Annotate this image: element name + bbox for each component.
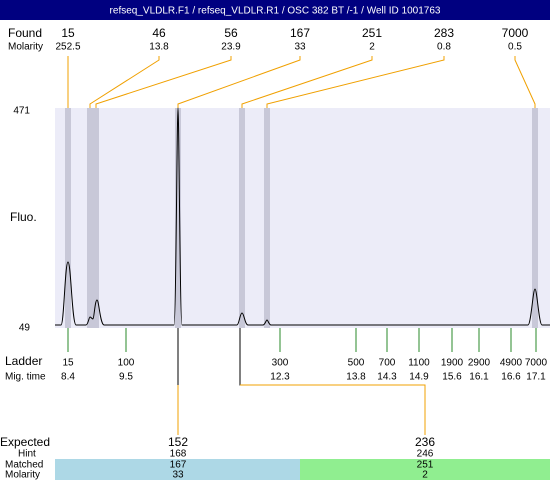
- hint-size: 168: [170, 449, 187, 460]
- hint-size: 246: [417, 449, 434, 460]
- peak-band: [65, 108, 71, 328]
- found-molarity: 0.8: [437, 42, 451, 53]
- found-molarity: 2: [369, 42, 375, 53]
- match-line: [239, 328, 426, 435]
- found-size: 7000: [502, 26, 529, 40]
- ladder-size: 500: [348, 358, 365, 369]
- matched-label: Matched: [5, 460, 43, 471]
- ladder-time: 14.9: [409, 372, 429, 383]
- peak-link: [95, 56, 232, 108]
- peak-band: [87, 108, 93, 328]
- matched-molarity: 33: [172, 470, 184, 480]
- ladder-size: 4900: [500, 358, 523, 369]
- found-size: 56: [224, 26, 238, 40]
- peak-band: [239, 108, 245, 328]
- found-size: 46: [152, 26, 166, 40]
- ladder-time: 17.1: [526, 372, 546, 383]
- matched-molarity: 2: [422, 470, 428, 480]
- peak-link: [514, 56, 536, 108]
- ladder-label: Ladder: [5, 354, 42, 368]
- fluo-label: Fluo.: [10, 210, 37, 224]
- matched-band: [55, 459, 300, 480]
- peak-link: [241, 56, 373, 108]
- matched-band: [300, 459, 550, 480]
- found-molarity: 252.5: [55, 42, 80, 53]
- found-size: 283: [434, 26, 454, 40]
- found-label: Found: [8, 26, 42, 40]
- peak-band: [175, 108, 181, 328]
- ladder-time: 13.8: [346, 372, 366, 383]
- matched-size: 251: [417, 460, 434, 471]
- migtime-label: Mig. time: [5, 372, 46, 383]
- peak-link: [177, 56, 301, 108]
- ladder-size: 1900: [441, 358, 464, 369]
- expected-size: 152: [168, 435, 188, 449]
- peak-band: [93, 108, 99, 328]
- molarity-label: Molarity: [8, 42, 43, 53]
- fluo-top: 471: [13, 106, 30, 117]
- peak-band: [264, 108, 270, 328]
- ladder-time: 12.3: [270, 372, 290, 383]
- ladder-size: 700: [379, 358, 396, 369]
- title: refseq_VLDLR.F1 / refseq_VLDLR.R1 / OSC …: [110, 6, 441, 17]
- found-size: 251: [362, 26, 382, 40]
- title-bar: [0, 0, 550, 20]
- ladder-time: 14.3: [377, 372, 397, 383]
- found-molarity: 23.9: [221, 42, 241, 53]
- expected-size: 236: [415, 435, 435, 449]
- ladder-size: 300: [272, 358, 289, 369]
- found-molarity: 0.5: [508, 42, 522, 53]
- match-line: [240, 384, 426, 435]
- peak-link: [89, 56, 160, 108]
- ladder-size: 7000: [525, 358, 548, 369]
- expected-label: Expected: [0, 435, 50, 449]
- ladder-size: 15: [62, 358, 74, 369]
- found-size: 15: [61, 26, 75, 40]
- ladder-size: 1100: [408, 358, 430, 369]
- matched-size: 167: [170, 460, 187, 471]
- plot-area: [55, 108, 550, 328]
- trace: [55, 107, 550, 326]
- ladder-time: 8.4: [61, 372, 75, 383]
- peak-link: [266, 56, 445, 108]
- ladder-time: 15.6: [442, 372, 462, 383]
- peak-band: [532, 108, 538, 328]
- ladder-size: 2900: [468, 358, 491, 369]
- ladder-time: 9.5: [119, 372, 133, 383]
- fluo-bottom: 49: [19, 323, 31, 334]
- found-size: 167: [290, 26, 310, 40]
- ladder-size: 100: [118, 358, 135, 369]
- found-molarity: 33: [294, 42, 306, 53]
- hint-label: Hint: [18, 449, 36, 460]
- molarity-label: Molarity: [5, 470, 40, 480]
- ladder-time: 16.6: [501, 372, 521, 383]
- found-molarity: 13.8: [149, 42, 169, 53]
- ladder-time: 16.1: [469, 372, 489, 383]
